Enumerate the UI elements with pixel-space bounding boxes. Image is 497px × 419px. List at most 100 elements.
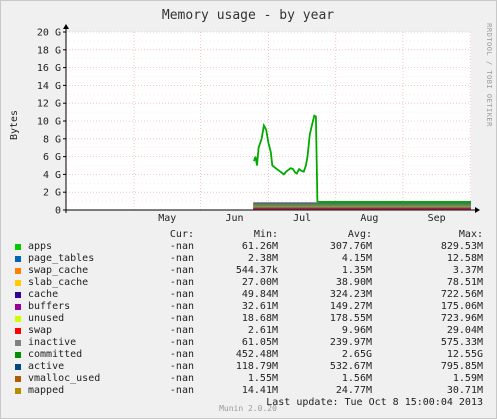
legend-cur: -nan (169, 289, 194, 300)
legend-name: page_tables (28, 253, 95, 264)
x-tick-label: Jun (225, 213, 243, 224)
legend-min: 27.00M (241, 277, 278, 288)
x-tick-label: Aug (360, 213, 378, 224)
legend-max: 722.56M (440, 289, 483, 300)
legend-name: swap (28, 325, 53, 336)
legend-row: active -nan 118.79M 532.67M 795.85M (1, 361, 496, 373)
legend-max: 175.06M (440, 301, 483, 312)
legend-cur: -nan (169, 361, 194, 372)
legend-row: unused -nan 18.68M 178.55M 723.96M (1, 313, 496, 325)
legend-max: 829.53M (440, 241, 483, 252)
legend-avg: 2.65G (341, 349, 372, 360)
legend-swatch (15, 244, 21, 250)
legend-swatch (15, 256, 21, 262)
legend-min: 118.79M (235, 361, 278, 372)
legend-swatch (15, 304, 21, 310)
legend-max: 12.58M (446, 253, 483, 264)
legend-row: cache -nan 49.84M 324.23M 722.56M (1, 289, 496, 301)
y-tick-label: 14 G (37, 81, 61, 92)
legend-cur: -nan (169, 265, 194, 276)
legend-max: 723.96M (440, 313, 483, 324)
legend-swatch (15, 328, 21, 334)
y-axis-label: Bytes (9, 110, 20, 140)
legend-cur: -nan (169, 313, 194, 324)
legend-min: 14.41M (241, 385, 278, 396)
y-tick-label: 6 G (43, 152, 61, 163)
legend-avg: 149.27M (329, 301, 372, 312)
legend-swatch (15, 280, 21, 286)
legend-row: buffers -nan 32.61M 149.27M 175.06M (1, 301, 496, 313)
legend-cur: -nan (169, 301, 194, 312)
y-tick-label: 2 G (43, 188, 61, 199)
legend-swatch (15, 388, 21, 394)
legend-swatch (15, 364, 21, 370)
legend-swatch (15, 292, 21, 298)
legend-cur: -nan (169, 385, 194, 396)
legend-name: slab_cache (28, 277, 89, 288)
legend-min: 32.61M (241, 301, 278, 312)
legend-swatch (15, 340, 21, 346)
legend-avg: 307.76M (329, 241, 372, 252)
y-tick-label: 4 G (43, 170, 61, 181)
legend-max: 1.59M (452, 373, 483, 384)
legend-row: inactive -nan 61.05M 239.97M 575.33M (1, 337, 496, 349)
y-tick-label: 0 (55, 206, 61, 217)
legend-cur: -nan (169, 277, 194, 288)
x-tick-label: May (158, 213, 176, 224)
legend-swatch (15, 268, 21, 274)
y-tick-label: 18 G (37, 45, 61, 56)
chart-area: Memory usage - by year Bytes RRDTOOL / T… (9, 8, 493, 225)
header-max: Max: (458, 229, 483, 240)
legend-min: 49.84M (241, 289, 278, 300)
legend-row: page_tables -nan 2.38M 4.15M 12.58M (1, 253, 496, 265)
legend-cur: -nan (169, 253, 194, 264)
legend-min: 18.68M (241, 313, 278, 324)
legend-cur: -nan (169, 373, 194, 384)
legend-cur: -nan (169, 241, 194, 252)
legend-min: 544.37k (235, 265, 278, 276)
legend-min: 61.26M (241, 241, 278, 252)
legend-avg: 38.90M (335, 277, 372, 288)
header-cur: Cur: (169, 229, 194, 240)
x-axis-arrow (475, 207, 480, 213)
legend-avg: 1.56M (341, 373, 372, 384)
legend-row: mapped -nan 14.41M 24.77M 30.71M (1, 385, 496, 397)
legend-name: swap_cache (28, 265, 89, 276)
legend-min: 1.55M (247, 373, 278, 384)
legend-avg: 1.35M (341, 265, 372, 276)
legend-name: apps (28, 241, 53, 252)
tick-labels: 0 2 G 4 G 6 G 8 G 10 G 12 G 14 G 16 G 18 G 20 G May… (37, 28, 446, 225)
legend-avg: 239.97M (329, 337, 372, 348)
legend-name: unused (28, 313, 65, 324)
legend-avg: 178.55M (329, 313, 372, 324)
legend-name: buffers (28, 301, 71, 312)
x-tick-label: Jul (293, 213, 311, 224)
legend-swatch (15, 376, 21, 382)
legend-max: 29.04M (446, 325, 483, 336)
legend-avg: 532.67M (329, 361, 372, 372)
y-axis-arrow (63, 24, 69, 29)
legend-cur: -nan (169, 325, 194, 336)
legend-name: committed (28, 349, 83, 360)
legend-avg: 24.77M (335, 385, 372, 396)
plot-background (66, 32, 471, 210)
legend-swatch (15, 316, 21, 322)
y-tick-label: 10 G (37, 117, 61, 128)
x-tick-label: Sep (428, 213, 446, 224)
legend-min: 452.48M (235, 349, 278, 360)
legend-avg: 324.23M (329, 289, 372, 300)
legend-name: active (28, 361, 65, 372)
y-tick-label: 8 G (43, 134, 61, 145)
y-tick-label: 16 G (37, 63, 61, 74)
legend-row: slab_cache -nan 27.00M 38.90M 78.51M (1, 277, 496, 289)
legend-name: vmalloc_used (28, 373, 101, 384)
y-tick-label: 12 G (37, 99, 61, 110)
last-update: Last update: Tue Oct 8 15:00:04 2013 (266, 397, 483, 408)
series-lines (253, 114, 319, 203)
header-avg: Avg: (347, 229, 372, 240)
legend-max: 12.55G (446, 349, 483, 360)
stacked-bands (253, 200, 471, 211)
legend-max: 575.33M (440, 337, 483, 348)
chart-title: Memory usage - by year (162, 8, 334, 23)
